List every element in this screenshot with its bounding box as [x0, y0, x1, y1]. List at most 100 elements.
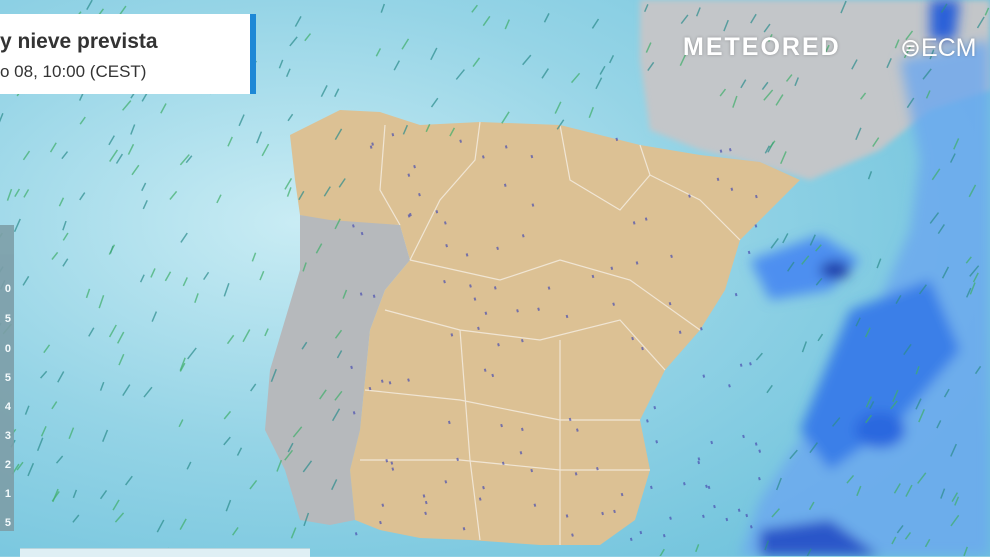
legend-label: 4: [4, 401, 11, 413]
wind-marker: [57, 371, 65, 383]
wind-marker: [187, 347, 197, 360]
wind-marker: [336, 350, 343, 359]
wind-marker: [323, 186, 331, 197]
wind-marker: [763, 89, 774, 101]
wind-marker: [430, 97, 439, 108]
wind-marker: [974, 365, 982, 375]
wind-marker: [613, 509, 616, 514]
wind-marker: [530, 468, 534, 473]
wind-marker: [287, 442, 294, 453]
wind-marker: [401, 38, 410, 50]
wind-marker: [754, 194, 758, 199]
legend-label: 1: [4, 488, 11, 500]
wind-marker: [203, 271, 210, 281]
wind-marker: [501, 111, 510, 124]
wind-marker: [568, 417, 572, 422]
wind-marker: [338, 178, 346, 188]
wind-marker: [831, 417, 841, 427]
wind-marker: [368, 386, 372, 391]
wind-marker: [809, 442, 819, 454]
wind-marker: [537, 307, 540, 311]
wind-marker: [276, 459, 283, 472]
legend-label: 0: [4, 283, 11, 295]
wind-marker: [292, 426, 303, 438]
wind-marker: [109, 149, 119, 162]
wind-marker: [713, 504, 716, 509]
wind-marker: [763, 23, 771, 33]
wind-marker: [142, 200, 148, 210]
wind-marker: [503, 183, 507, 187]
wind-marker: [402, 124, 409, 135]
wind-marker: [972, 272, 979, 283]
wind-marker: [284, 449, 294, 461]
wind-marker: [372, 294, 376, 298]
wind-marker: [646, 419, 649, 423]
wind-marker: [576, 428, 579, 432]
wind-marker: [723, 19, 729, 32]
wind-marker: [484, 311, 488, 315]
wind-marker: [953, 138, 960, 150]
wind-marker: [599, 65, 606, 75]
wind-marker: [284, 177, 293, 190]
wind-marker: [620, 492, 624, 497]
wind-marker: [755, 352, 763, 361]
wind-marker: [716, 177, 720, 182]
wind-marker: [896, 524, 904, 534]
wind-marker: [455, 69, 465, 80]
wind-marker: [570, 72, 581, 84]
wind-marker: [16, 461, 24, 471]
wind-marker: [86, 0, 93, 10]
wind-marker: [180, 232, 188, 243]
wind-marker: [655, 440, 659, 444]
wind-marker: [697, 457, 701, 461]
wind-marker: [531, 203, 535, 207]
wind-marker: [737, 508, 741, 512]
wind-marker: [169, 190, 178, 200]
wind-marker: [533, 503, 537, 507]
wind-marker: [320, 85, 328, 98]
wind-marker: [769, 140, 776, 149]
wind-marker: [954, 496, 960, 506]
wind-marker: [493, 286, 497, 290]
wind-marker: [824, 44, 830, 53]
wind-marker: [456, 457, 459, 462]
wind-marker: [391, 467, 395, 471]
wind-marker: [49, 142, 57, 153]
wind-marker: [864, 327, 871, 338]
ecmwf-logo: ⊜ECM: [900, 33, 977, 63]
wind-marker: [950, 514, 960, 527]
wind-marker: [294, 16, 302, 27]
wind-marker: [472, 57, 481, 67]
wind-marker: [705, 484, 708, 489]
wind-marker: [85, 288, 91, 299]
wind-marker: [270, 368, 277, 383]
wind-marker: [424, 511, 427, 516]
wind-marker: [766, 384, 773, 394]
wind-marker: [647, 61, 655, 71]
wind-marker: [903, 343, 912, 356]
wind-marker: [301, 341, 308, 350]
wind-marker: [407, 214, 411, 218]
wind-marker: [949, 153, 956, 163]
wind-marker: [609, 54, 615, 64]
wind-marker: [482, 485, 485, 490]
wind-marker: [937, 224, 945, 235]
wind-marker: [699, 327, 703, 331]
wind-marker: [931, 168, 941, 181]
wind-marker: [118, 353, 125, 366]
timeline-bar[interactable]: [20, 548, 310, 557]
wind-marker: [465, 253, 469, 257]
wind-marker: [369, 145, 373, 149]
wind-marker: [707, 485, 711, 490]
wind-marker: [58, 197, 65, 207]
wind-marker: [40, 370, 48, 379]
wind-marker: [72, 489, 78, 499]
wind-marker: [591, 274, 595, 279]
wind-marker: [719, 88, 727, 97]
wind-marker: [571, 533, 574, 537]
wind-marker: [40, 426, 47, 437]
wind-marker: [801, 341, 808, 353]
wind-marker: [739, 363, 743, 367]
wind-marker: [758, 476, 761, 481]
wind-marker: [695, 544, 700, 553]
